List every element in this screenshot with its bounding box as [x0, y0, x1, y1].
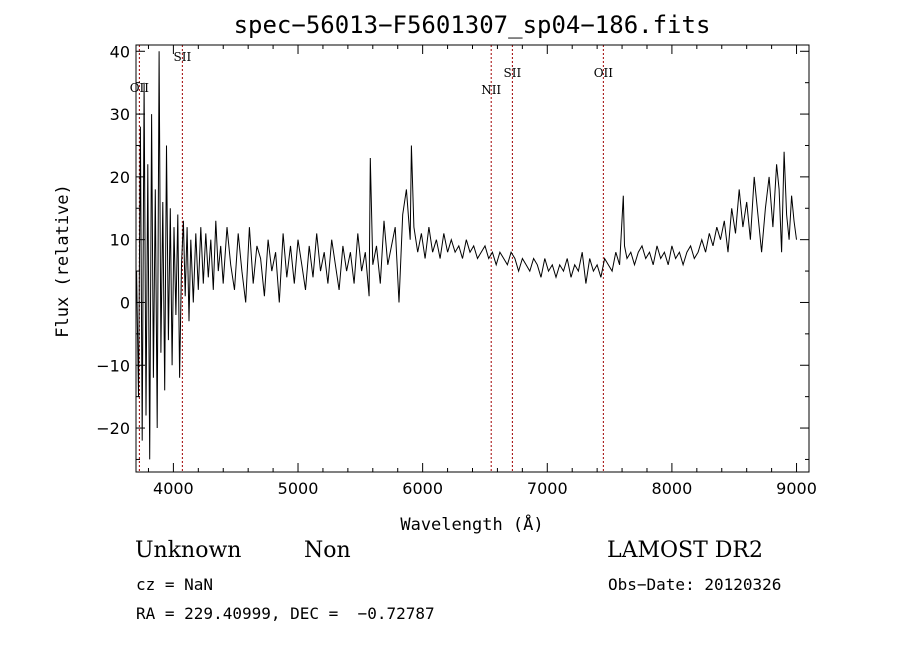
marker-label-2: NII: [481, 83, 501, 97]
x-tick-label-5: 9000: [776, 479, 817, 498]
y-tick-label-0: −20: [96, 419, 130, 438]
y-tick-label-4: 20: [110, 168, 130, 187]
survey-name: LAMOST DR2: [607, 538, 763, 563]
coordinates: RA = 229.40999, DEC = −0.72787: [136, 604, 435, 623]
spectrum-line-0: [136, 51, 797, 460]
axis-ticks: 4000 5000 6000 7000 8000 9000 −20 −10 0 10 20 30 40: [96, 42, 817, 498]
spectrum-series: [136, 51, 797, 460]
marker-label-1: SII: [174, 50, 192, 64]
marker-label-4: OII: [594, 66, 614, 80]
y-tick-label-5: 30: [110, 105, 130, 124]
x-tick-label-4: 8000: [652, 479, 693, 498]
x-tick-label-0: 4000: [153, 479, 194, 498]
y-axis-label: Flux (relative): [53, 184, 73, 338]
y-tick-label-2: 0: [120, 293, 130, 312]
y-tick-label-6: 40: [110, 42, 130, 61]
x-axis-label: Wavelength (Å): [400, 513, 543, 535]
chart-title: spec−56013−F5601307_sp04−186.fits: [234, 11, 711, 39]
marker-label-3: SII: [504, 66, 522, 80]
object-subclass: Non: [304, 538, 351, 563]
object-class: Unknown: [135, 538, 242, 563]
observation-date: Obs−Date: 20120326: [608, 575, 782, 594]
redshift-cz: cz = NaN: [136, 575, 214, 594]
x-tick-label-2: 6000: [402, 479, 443, 498]
y-tick-label-3: 10: [110, 231, 130, 250]
y-tick-label-1: −10: [96, 356, 130, 375]
x-tick-label-3: 7000: [527, 479, 568, 498]
x-tick-label-1: 5000: [278, 479, 319, 498]
